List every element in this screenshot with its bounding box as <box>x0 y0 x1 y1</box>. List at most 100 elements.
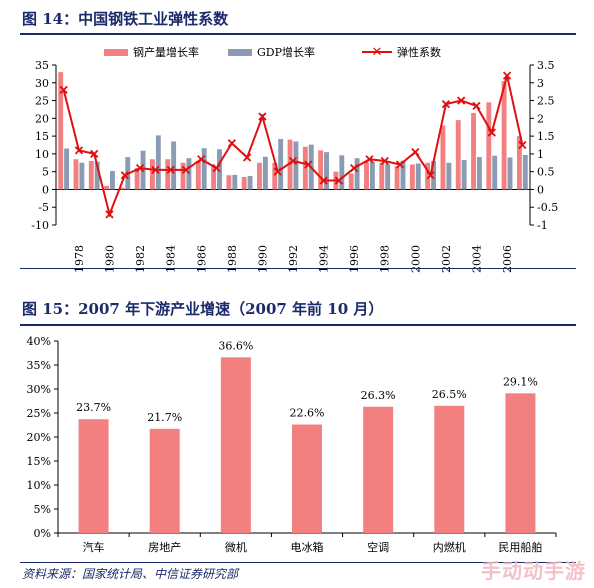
bar-steel-growth <box>272 162 278 190</box>
point-elasticity <box>304 160 313 169</box>
bar-gdp-growth <box>339 155 345 190</box>
figure-2-bottom-rule <box>20 562 576 563</box>
x-tick-label: 2006 <box>501 245 514 273</box>
bar-steel-growth <box>440 125 446 190</box>
category-label: 微机 <box>225 540 247 554</box>
elasticity-chart: 钢产量增长率 GDP增长率 ✕ 弹性系数-10-505101520253035-1-0… <box>31 45 558 273</box>
category-label: 民用船舶 <box>498 540 542 554</box>
category-label: 房地产 <box>148 540 181 554</box>
downstream-growth-chart: 0% 5% 10% 15% 20% 25% 30% 35% 40% 23.7% 汽车 21.7% 房地产… <box>27 335 557 554</box>
y-tick-label: 25% <box>27 407 51 420</box>
bar-industry-growth <box>363 406 394 533</box>
bar-steel-growth <box>211 166 217 190</box>
point-elasticity <box>90 149 99 159</box>
point-elasticity <box>457 96 466 105</box>
bar-steel-growth <box>88 161 94 190</box>
point-elasticity <box>518 140 527 150</box>
x-tick-label: 1990 <box>256 245 269 273</box>
figure-2-title: 图 15：2007 年下游产业增速（2007 年前 10 月） <box>22 300 384 318</box>
bar-steel-growth <box>73 159 79 190</box>
bar-gdp-growth <box>247 175 253 190</box>
bar-gdp-growth <box>369 161 375 190</box>
point-elasticity <box>411 147 420 157</box>
watermark-logo: 手动动手游 <box>481 559 586 583</box>
point-elasticity <box>74 146 84 155</box>
bar-steel-growth <box>104 185 110 190</box>
x-tick-label: 2004 <box>470 245 483 273</box>
y-tick-label: 35% <box>27 359 51 372</box>
point-elasticity <box>105 210 114 219</box>
x-tick-label: 1998 <box>379 245 392 273</box>
point-elasticity <box>242 153 252 162</box>
x-tick-label: 1986 <box>195 245 208 273</box>
point-elasticity <box>426 171 435 180</box>
source-note: 资料来源：国家统计局、中信证券研究部 <box>22 567 239 581</box>
bar-gdp-growth <box>278 138 284 190</box>
point-elasticity <box>502 71 512 80</box>
bar-industry-growth <box>434 405 465 533</box>
bar-gdp-growth <box>385 164 391 190</box>
bar-steel-growth <box>318 150 324 190</box>
bar-gdp-growth <box>171 141 177 190</box>
bar-gdp-growth <box>110 170 115 190</box>
x-tick-label: 1996 <box>348 245 361 273</box>
bar-gdp-growth <box>492 155 498 190</box>
bar-gdp-growth <box>522 154 528 190</box>
data-label: 21.7% <box>147 411 182 424</box>
bar-steel-growth <box>257 162 262 190</box>
bar-gdp-growth <box>431 161 437 190</box>
point-elasticity <box>380 156 389 166</box>
legend-label-gdp: GDP增长率 <box>257 45 315 59</box>
bar-steel-growth <box>455 120 461 190</box>
y-left-tick-label: 0 <box>42 183 49 196</box>
point-elasticity <box>166 165 175 175</box>
y-left-tick-label: 5 <box>42 166 49 179</box>
bar-industry-growth <box>505 393 536 533</box>
point-elasticity <box>258 112 267 121</box>
line-elasticity <box>62 75 524 218</box>
point-elasticity <box>441 99 451 109</box>
bar-steel-growth <box>471 113 476 190</box>
bar-gdp-growth <box>64 148 70 190</box>
point-elasticity <box>273 167 282 176</box>
bar-gdp-growth <box>400 161 406 190</box>
x-tick-label: 1994 <box>318 245 331 273</box>
bar-gdp-growth <box>201 148 207 190</box>
y-tick-label: 0% <box>34 527 51 540</box>
point-elasticity <box>319 176 328 185</box>
point-elasticity <box>197 155 206 164</box>
bar-steel-growth <box>425 162 431 190</box>
bar-steel-growth <box>364 162 369 190</box>
y-tick-label: 30% <box>27 383 51 396</box>
bar-steel-growth <box>165 159 171 190</box>
y-right-tick-label: 1.5 <box>537 130 555 143</box>
y-right-tick-label: -1 <box>537 219 548 232</box>
point-elasticity <box>334 176 344 185</box>
y-left-tick-label: 15 <box>35 130 49 143</box>
point-elasticity <box>151 165 160 175</box>
data-label: 23.7% <box>76 401 111 414</box>
bar-steel-growth <box>241 177 247 190</box>
y-tick-label: 20% <box>27 431 51 444</box>
y-left-tick-label: 20 <box>35 112 49 125</box>
point-elasticity <box>181 165 191 175</box>
y-tick-label: 10% <box>27 479 51 492</box>
bar-gdp-growth <box>262 156 268 190</box>
x-tick-label: 2002 <box>440 245 453 273</box>
y-right-tick-label: -0.5 <box>537 201 558 214</box>
bar-steel-growth <box>226 175 232 190</box>
bar-industry-growth <box>292 424 322 533</box>
bar-gdp-growth <box>476 157 482 190</box>
y-right-tick-label: 1 <box>537 148 544 161</box>
bar-steel-growth <box>486 102 492 190</box>
category-label: 内燃机 <box>433 540 466 554</box>
bar-gdp-growth <box>217 149 222 190</box>
data-label: 29.1% <box>503 375 538 388</box>
y-left-tick-label: -5 <box>38 201 49 214</box>
bar-steel-growth <box>149 159 155 190</box>
bar-gdp-growth <box>461 159 467 190</box>
bar-steel-growth <box>394 166 400 190</box>
bar-steel-growth <box>348 173 354 190</box>
point-elasticity <box>59 85 68 95</box>
bar-steel-growth <box>119 187 125 190</box>
